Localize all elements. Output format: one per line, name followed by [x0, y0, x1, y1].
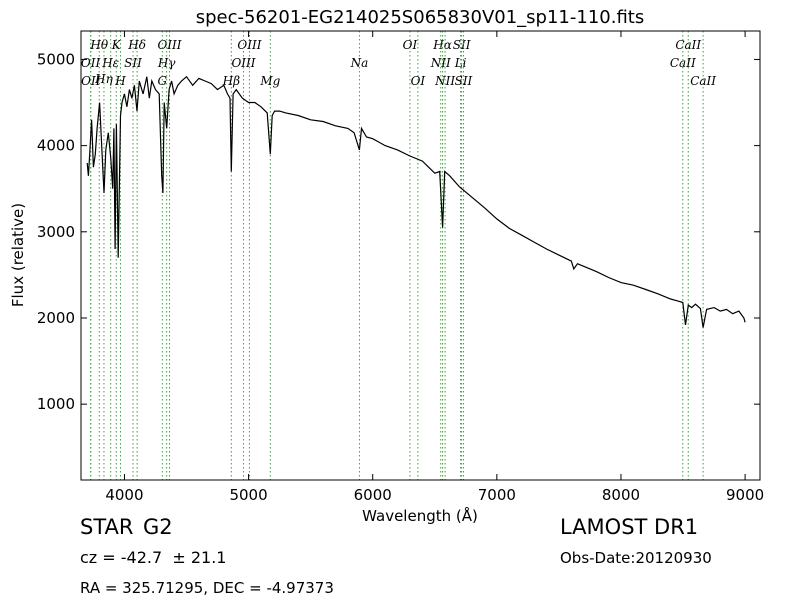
- marker-label: Hε: [101, 56, 119, 70]
- spectrum-line: [86, 75, 746, 328]
- marker-label: Hδ: [127, 38, 146, 52]
- marker-label: Hβ: [222, 74, 240, 88]
- marker-label: OIII: [231, 56, 255, 70]
- marker-label: Hη: [94, 72, 113, 86]
- marker-label: Hθ: [89, 38, 108, 52]
- y-tick-label: 2000: [37, 309, 75, 327]
- x-tick-label: 8000: [602, 486, 640, 504]
- marker-label: CaII: [670, 56, 696, 70]
- marker-label: NII: [430, 56, 451, 70]
- y-tick-label: 5000: [37, 50, 75, 68]
- marker-label: NII: [434, 74, 455, 88]
- marker-label: CaII: [690, 74, 716, 88]
- observation-date: Obs-Date:20120930: [560, 549, 712, 567]
- x-tick-label: 4000: [105, 486, 143, 504]
- x-axis-ticks: 4000 5000 6000 7000 8000 9000: [105, 31, 764, 504]
- x-tick-label: 6000: [354, 486, 392, 504]
- marker-label: OII: [81, 74, 101, 88]
- marker-label: Na: [350, 56, 369, 70]
- marker-label: CaII: [675, 38, 701, 52]
- marker-label: Hγ: [157, 56, 176, 70]
- marker-label: Hα: [432, 38, 452, 52]
- marker-label: Mg: [259, 74, 280, 88]
- marker-label: SII: [453, 38, 471, 52]
- x-tick-label: 7000: [478, 486, 516, 504]
- chart-title: spec-56201-EG214025S065830V01_sp11-110.f…: [196, 7, 644, 28]
- marker-label: H: [114, 74, 126, 88]
- y-tick-label: 4000: [37, 137, 75, 155]
- marker-label: OIII: [237, 38, 261, 52]
- y-axis-ticks: 1000 2000 3000 4000 5000: [37, 50, 760, 413]
- marker-label: G: [158, 74, 168, 88]
- marker-label: Li: [454, 56, 467, 70]
- y-tick-label: 3000: [37, 223, 75, 241]
- x-axis-label: Wavelength (Å): [362, 506, 478, 525]
- marker-label: SII: [455, 74, 473, 88]
- marker-label: SII: [124, 56, 142, 70]
- coordinates: RA = 325.71295, DEC = -4.97373: [80, 579, 334, 597]
- y-tick-label: 1000: [37, 395, 75, 413]
- marker-label: K: [111, 38, 122, 52]
- x-tick-label: 5000: [229, 486, 267, 504]
- object-subclass: G2: [143, 515, 173, 539]
- marker-label: OI: [403, 38, 418, 52]
- plot-frame: [80, 30, 761, 481]
- object-class: STAR: [80, 515, 134, 539]
- y-axis-label: Flux (relative): [9, 203, 27, 307]
- x-tick-label: 9000: [726, 486, 764, 504]
- marker-label: OI: [411, 74, 426, 88]
- redshift-value: cz = -42.7 ± 21.1: [80, 548, 227, 567]
- survey-name: LAMOST DR1: [560, 515, 699, 539]
- marker-label: OIII: [157, 38, 181, 52]
